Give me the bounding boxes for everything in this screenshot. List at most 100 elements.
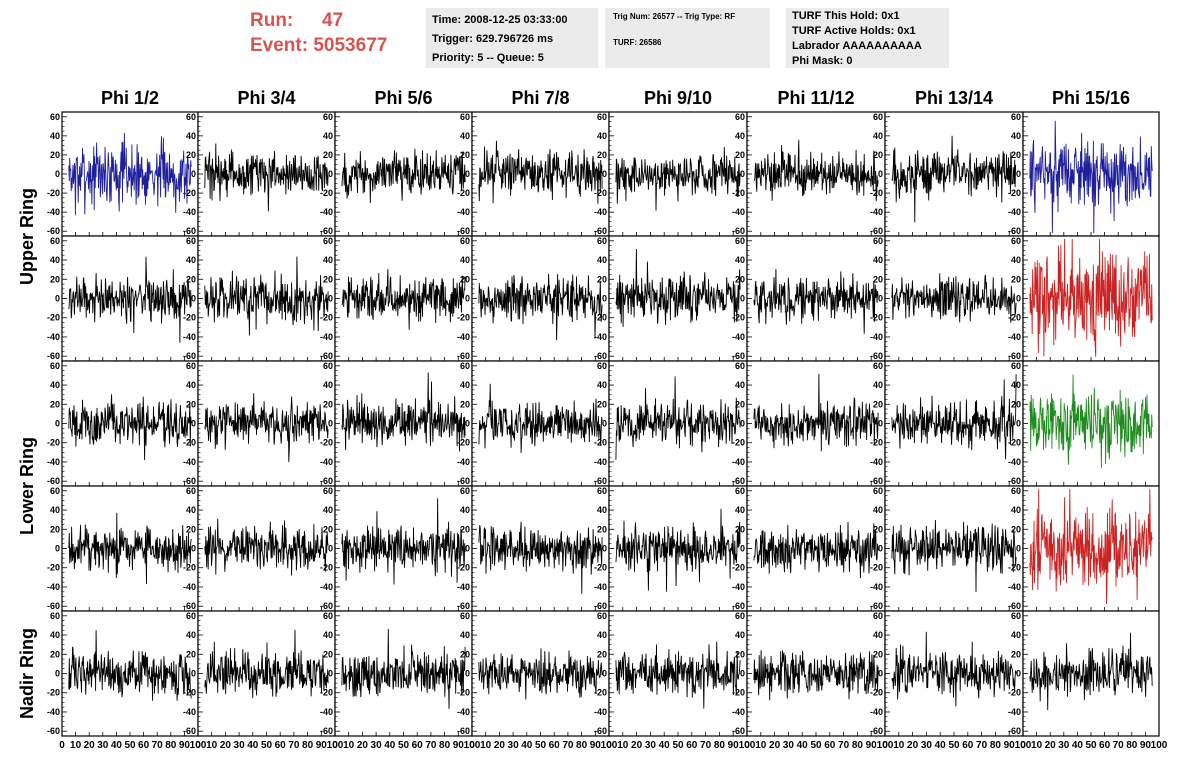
y-tick-label: 20 xyxy=(597,649,607,659)
y-tick-label: -40 xyxy=(47,457,60,467)
y-tick-label: -40 xyxy=(732,582,745,592)
y-tick-label: 0 xyxy=(602,544,607,554)
x-tick-label: 100 xyxy=(464,740,481,751)
y-tick-label: 40 xyxy=(50,380,60,390)
y-tick-label: 0 xyxy=(740,169,745,179)
y-tick-label: -60 xyxy=(183,726,196,736)
y-tick-label: -60 xyxy=(457,351,470,361)
y-tick-label: -20 xyxy=(594,188,607,198)
y-tick-label: 20 xyxy=(873,399,883,409)
waveform-trace xyxy=(1029,632,1153,711)
y-tick-label: 0 xyxy=(328,419,333,429)
y-tick-label: -60 xyxy=(594,726,607,736)
trigger-info-box: Trig Num: 26577 -- Trig Type: RF TURF: 2… xyxy=(605,8,770,68)
y-tick-label: 60 xyxy=(597,236,607,246)
y-tick-label: -20 xyxy=(732,563,745,573)
y-tick-label: -20 xyxy=(1008,188,1021,198)
y-tick-label: 40 xyxy=(597,380,607,390)
y-tick-label: 60 xyxy=(1011,112,1021,122)
x-tick-label: 50 xyxy=(672,740,684,751)
x-tick-label: 50 xyxy=(948,740,960,751)
x-tick-label: 90 xyxy=(590,740,602,751)
waveform-trace xyxy=(478,140,603,204)
y-tick-label: 20 xyxy=(186,150,196,160)
y-tick-label: -60 xyxy=(732,351,745,361)
y-tick-label: 20 xyxy=(597,524,607,534)
x-tick-label: 70 xyxy=(562,740,574,751)
x-tick-label: 20 xyxy=(494,740,506,751)
y-tick-label: -20 xyxy=(1008,563,1021,573)
y-tick-label: -20 xyxy=(47,313,60,323)
y-tick-label: 40 xyxy=(186,255,196,265)
y-tick-label: -60 xyxy=(183,476,196,486)
y-tick-label: -20 xyxy=(1008,313,1021,323)
y-tick-label: 0 xyxy=(878,169,883,179)
y-tick-label: 40 xyxy=(460,131,470,141)
y-tick-label: 20 xyxy=(323,274,333,284)
y-tick-label: -40 xyxy=(183,582,196,592)
y-tick-label: -60 xyxy=(320,351,333,361)
x-tick-label: 40 xyxy=(1072,740,1084,751)
y-tick-label: -40 xyxy=(457,582,470,592)
y-tick-label: -20 xyxy=(870,188,883,198)
y-tick-label: 40 xyxy=(873,131,883,141)
waveform-trace xyxy=(1029,488,1153,605)
y-tick-label: -40 xyxy=(457,332,470,342)
y-tick-label: 40 xyxy=(1011,131,1021,141)
y-tick-label: 60 xyxy=(735,361,745,371)
y-tick-label: -40 xyxy=(320,457,333,467)
y-tick-label: -20 xyxy=(732,688,745,698)
y-tick-label: -20 xyxy=(47,438,60,448)
y-tick-label: -40 xyxy=(47,207,60,217)
y-tick-label: -40 xyxy=(183,457,196,467)
y-tick-label: 20 xyxy=(1011,274,1021,284)
y-tick-label: 40 xyxy=(323,380,333,390)
y-tick-label: 60 xyxy=(186,236,196,246)
y-tick-label: -20 xyxy=(732,188,745,198)
y-tick-label: 40 xyxy=(1011,255,1021,265)
y-tick-label: -20 xyxy=(457,688,470,698)
y-tick-label: -40 xyxy=(320,207,333,217)
waveform-trace xyxy=(478,383,603,453)
column-header: Phi 15/16 xyxy=(1052,88,1130,108)
y-tick-label: -60 xyxy=(870,351,883,361)
x-tick-label: 80 xyxy=(1126,740,1138,751)
y-tick-label: 0 xyxy=(740,669,745,679)
y-tick-label: -60 xyxy=(594,351,607,361)
y-tick-label: 60 xyxy=(50,486,60,496)
x-tick-label: 60 xyxy=(1099,740,1111,751)
y-tick-label: -20 xyxy=(457,438,470,448)
y-tick-label: 40 xyxy=(597,131,607,141)
y-tick-label: -60 xyxy=(1008,226,1021,236)
y-tick-label: 60 xyxy=(873,486,883,496)
y-tick-label: -60 xyxy=(183,601,196,611)
x-tick-label: 80 xyxy=(302,740,314,751)
x-tick-label: 80 xyxy=(852,740,864,751)
y-tick-label: -20 xyxy=(320,313,333,323)
x-tick-label: 10 xyxy=(206,740,218,751)
x-tick-label: 60 xyxy=(412,740,424,751)
x-tick-label: 100 xyxy=(1151,740,1168,751)
y-tick-label: 20 xyxy=(1011,399,1021,409)
y-tick-label: 0 xyxy=(1016,169,1021,179)
x-tick-label: 70 xyxy=(838,740,850,751)
y-tick-label: 0 xyxy=(602,419,607,429)
y-tick-label: 0 xyxy=(328,169,333,179)
y-tick-label: 40 xyxy=(50,131,60,141)
y-tick-label: -20 xyxy=(183,563,196,573)
y-tick-label: -40 xyxy=(732,332,745,342)
y-tick-label: 40 xyxy=(460,630,470,640)
y-tick-label: -20 xyxy=(457,563,470,573)
y-tick-label: 0 xyxy=(878,544,883,554)
y-tick-label: 20 xyxy=(597,150,607,160)
y-tick-label: 0 xyxy=(1016,669,1021,679)
y-tick-label: 40 xyxy=(1011,630,1021,640)
run-label: Run: xyxy=(250,10,294,31)
y-tick-label: -40 xyxy=(457,207,470,217)
y-tick-label: -60 xyxy=(183,351,196,361)
y-tick-label: -40 xyxy=(457,707,470,717)
x-tick-label: 100 xyxy=(877,740,894,751)
event-time-box: Time: 2008-12-25 03:33:00 Trigger: 629.7… xyxy=(426,8,598,68)
y-tick-label: -60 xyxy=(1008,351,1021,361)
y-tick-label: -60 xyxy=(320,226,333,236)
